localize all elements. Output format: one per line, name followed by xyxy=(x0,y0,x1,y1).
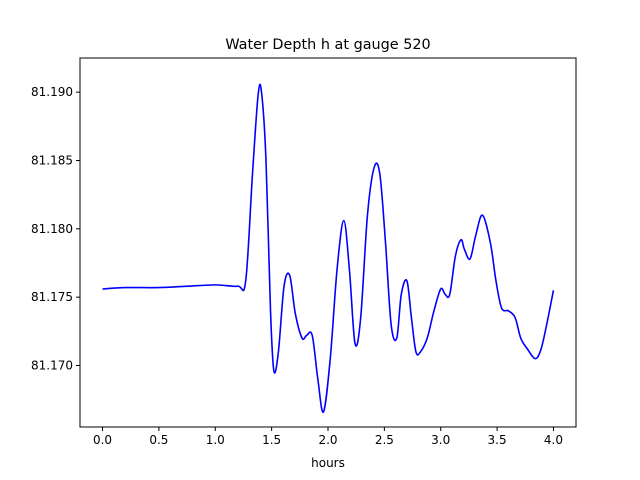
x-tick-label: 2.0 xyxy=(318,433,337,447)
x-tick-label: 3.5 xyxy=(488,433,507,447)
x-tick-label: 4.0 xyxy=(544,433,563,447)
y-tick-label: 81.170 xyxy=(31,359,73,373)
x-tick-label: 2.5 xyxy=(375,433,394,447)
plot-area: 0.0 0.5 1.0 1.5 2.0 2.5 3.0 3.5 4.0 81.170 81.175 8… xyxy=(31,57,577,447)
x-tick-label: 1.0 xyxy=(206,433,225,447)
y-tick-label: 81.185 xyxy=(31,154,73,168)
x-tick-label: 1.5 xyxy=(262,433,281,447)
x-tick-label: 3.0 xyxy=(431,433,450,447)
x-tick-label: 0.5 xyxy=(149,433,168,447)
series-line-0 xyxy=(102,83,555,413)
plot-frame xyxy=(79,57,577,428)
y-tick-label: 81.180 xyxy=(31,222,73,236)
x-axis-label: hours xyxy=(311,456,345,470)
y-tick-label: 81.190 xyxy=(31,85,73,99)
x-tick-label: 0.0 xyxy=(93,433,112,447)
y-tick-label: 81.175 xyxy=(31,290,73,304)
chart-title: Water Depth h at gauge 520 xyxy=(225,37,430,53)
